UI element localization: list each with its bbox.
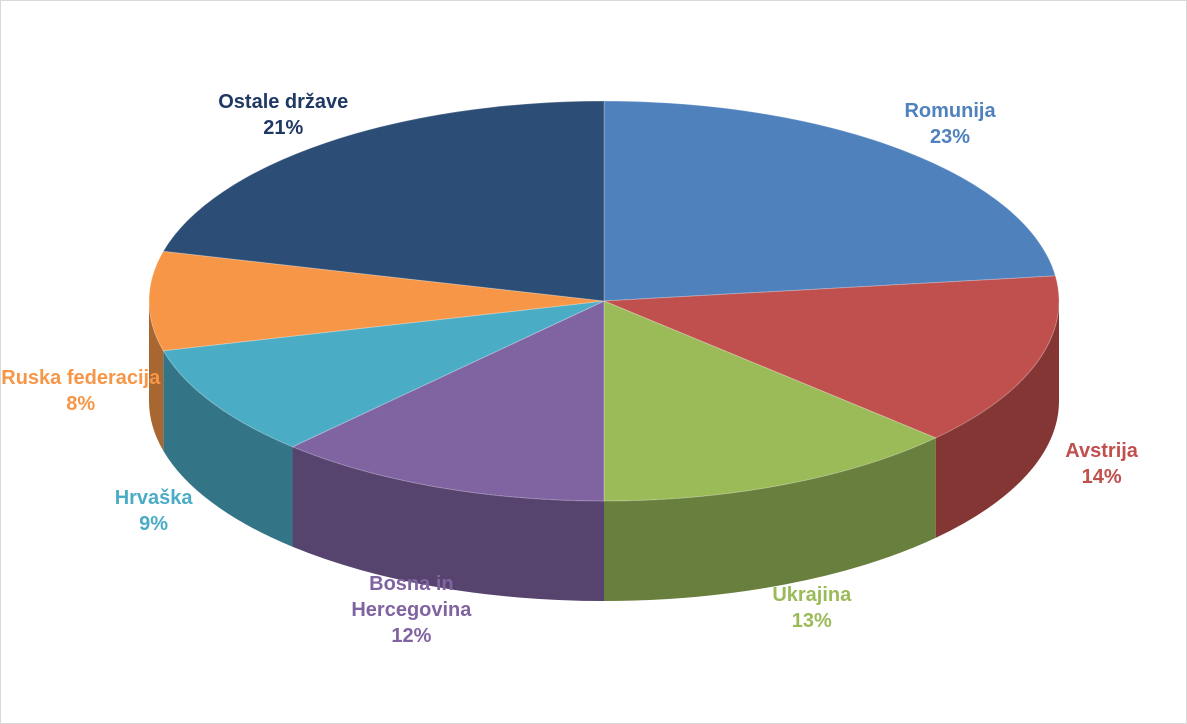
slice-side <box>149 301 164 451</box>
data-label: Ostale države 21% <box>183 89 383 141</box>
label-name: Avstrija <box>1065 439 1138 462</box>
label-name: Hrvaška <box>114 487 193 510</box>
slice-side <box>604 437 936 601</box>
slice-side <box>163 350 293 547</box>
data-label: Avstrija 14% <box>1002 438 1186 490</box>
slice <box>603 275 1060 439</box>
data-label: Bosna in Hercegovina 12% <box>311 571 511 649</box>
label-name: Ostale države <box>218 90 349 113</box>
label-value: 21% <box>263 116 304 139</box>
label-value: 8% <box>66 393 96 415</box>
label-name: Bosna in Hercegovina <box>351 573 472 622</box>
label-name: Romunija <box>904 99 996 122</box>
data-label: Ruska federacija 8% <box>1 365 181 417</box>
slice <box>162 300 605 448</box>
slice <box>148 250 605 352</box>
label-value: 13% <box>791 609 832 632</box>
slice-side <box>292 446 604 601</box>
data-label: Ukrajina 13% <box>712 582 912 634</box>
label-value: 9% <box>139 513 169 536</box>
slice <box>162 100 605 302</box>
label-value: 14% <box>1081 465 1122 488</box>
data-label: Romunija 23% <box>850 98 1050 150</box>
slice <box>291 300 605 502</box>
label-value: 23% <box>930 125 971 148</box>
label-name: Ukrajina <box>772 583 852 606</box>
label-name: Ruska federacija <box>1 367 161 389</box>
slice-side <box>935 301 1059 538</box>
data-label: Hrvaška 9% <box>54 485 254 537</box>
label-value: 12% <box>391 625 432 648</box>
slice <box>603 300 937 502</box>
slice <box>603 100 1057 302</box>
